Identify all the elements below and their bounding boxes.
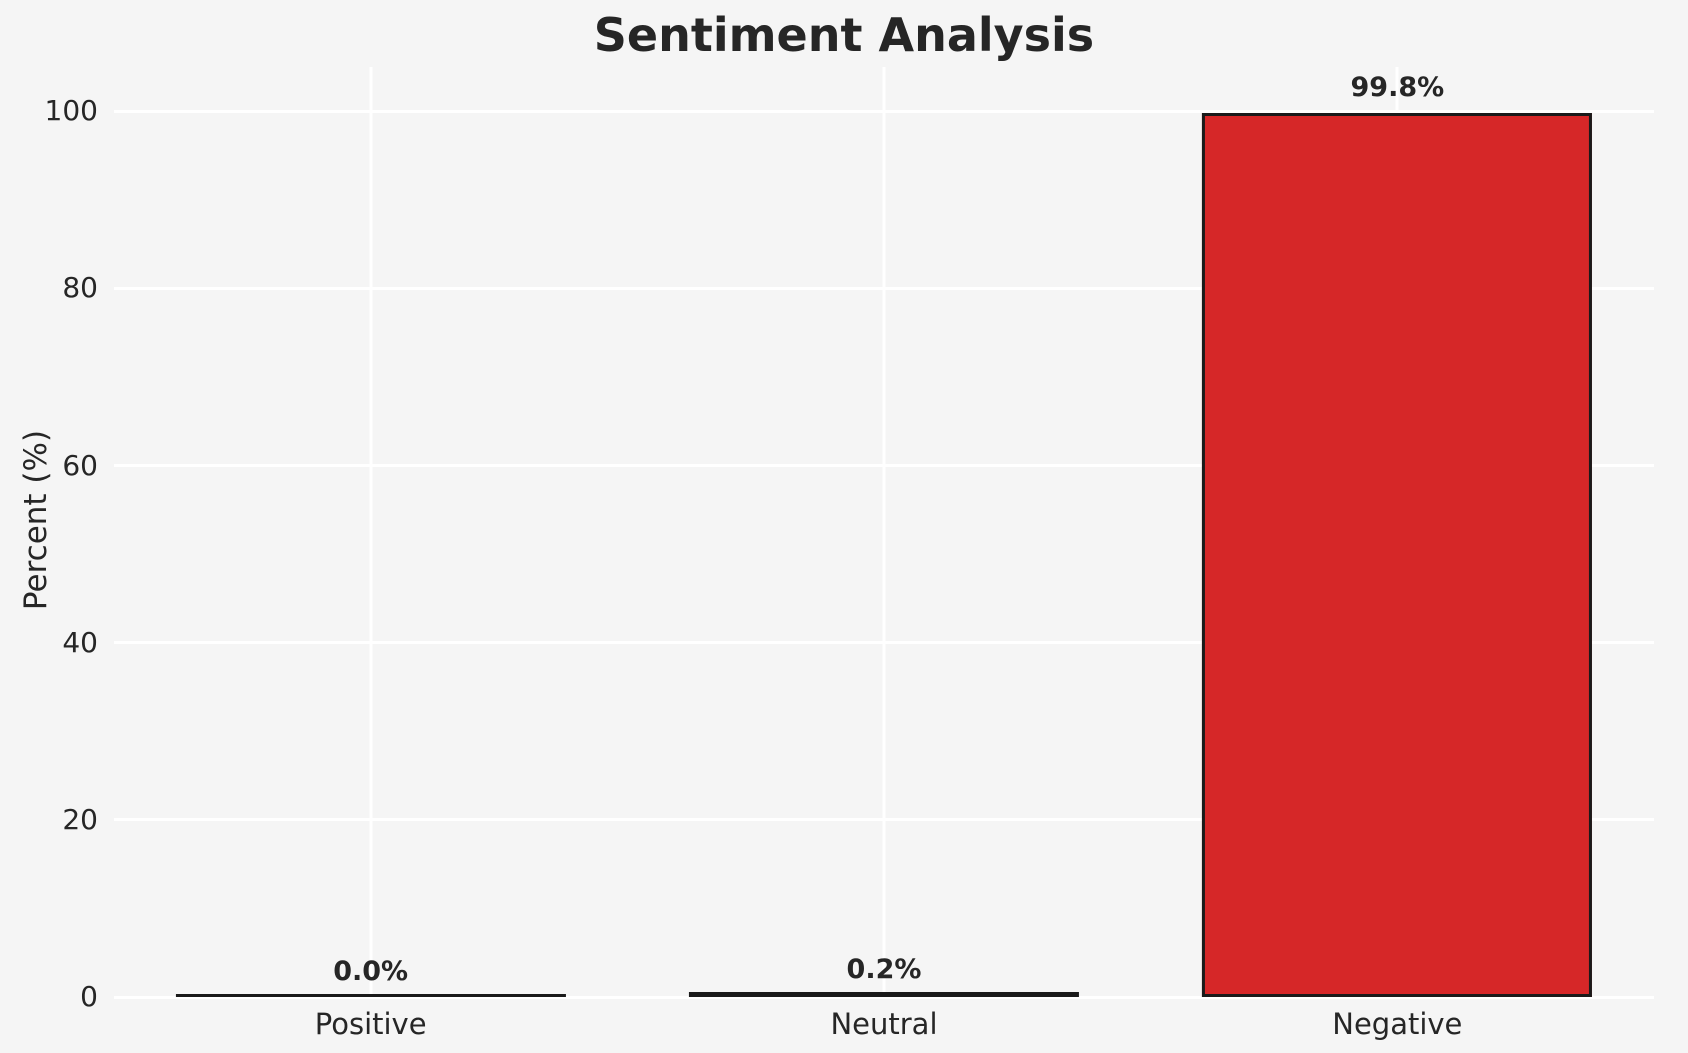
x-axis: Positive Neutral Negative: [114, 997, 1654, 1053]
value-label-neutral: 0.2%: [846, 954, 922, 986]
y-tick-label-60: 60: [62, 448, 98, 482]
bar-negative: [1202, 113, 1593, 997]
x-tick-label-neutral: Neutral: [830, 1007, 938, 1041]
y-tick-label-20: 20: [62, 802, 98, 836]
gridline-vertical-positive: [369, 67, 373, 997]
gridline-horizontal-0: [114, 995, 1654, 999]
y-tick-label-100: 100: [44, 94, 98, 128]
bar-neutral: [688, 992, 1080, 997]
chart-title: Sentiment Analysis: [593, 8, 1095, 62]
value-label-negative: 99.8%: [1350, 72, 1445, 104]
y-tick-label-80: 80: [62, 271, 98, 305]
y-axis: 0 20 40 60 80 100: [0, 67, 98, 1013]
x-tick-label-positive: Positive: [314, 1007, 427, 1041]
y-tick-label-40: 40: [62, 625, 98, 659]
value-label-positive: 0.0%: [333, 956, 409, 987]
plot-area: 0.0% 0.2% 99.8%: [114, 67, 1654, 999]
bar-positive: [175, 994, 566, 997]
gridline-vertical-neutral: [882, 67, 886, 997]
y-tick-label-0: 0: [80, 980, 98, 1013]
x-tick-label-negative: Negative: [1332, 1007, 1463, 1041]
